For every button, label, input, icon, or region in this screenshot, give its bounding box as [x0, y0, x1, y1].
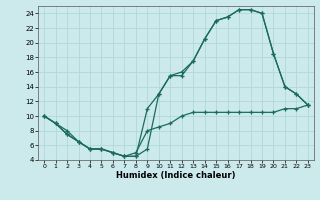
X-axis label: Humidex (Indice chaleur): Humidex (Indice chaleur)	[116, 171, 236, 180]
